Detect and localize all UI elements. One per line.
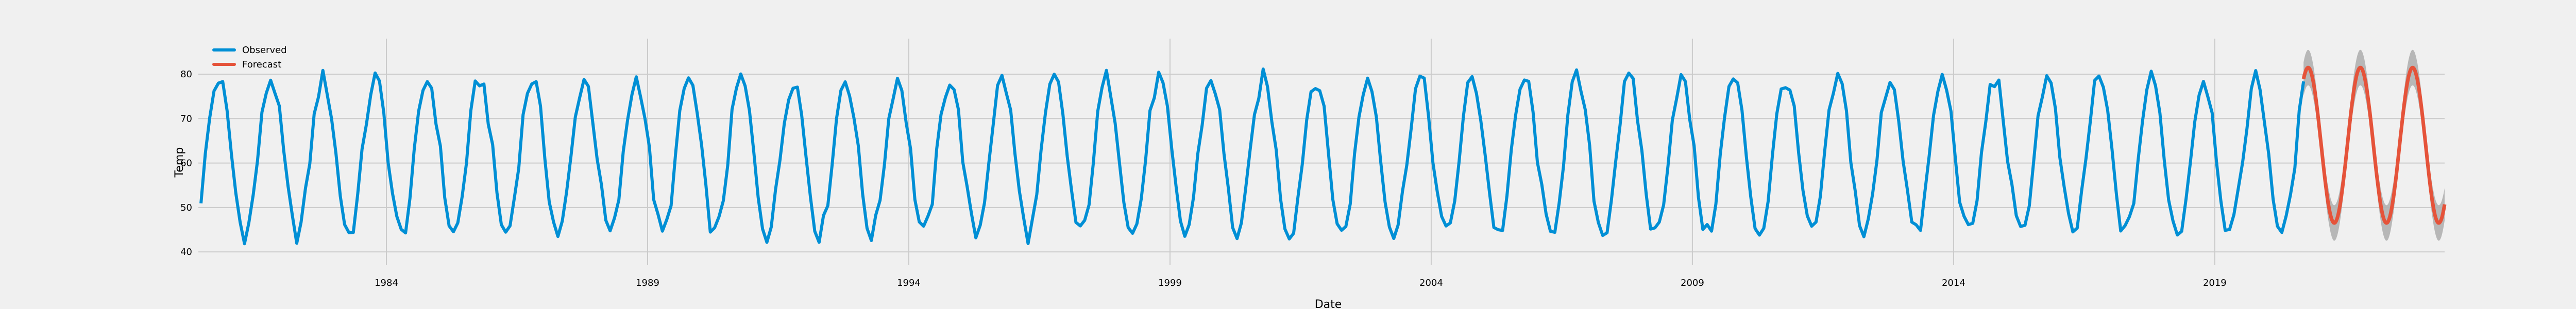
legend: Observed Forecast	[212, 45, 287, 70]
x-tick-label: 2019	[2203, 278, 2227, 288]
x-tick-label: 2014	[1942, 278, 1965, 288]
y-tick-label: 70	[180, 113, 192, 124]
y-axis-ticks: 40 50 60 70 80	[180, 69, 192, 258]
y-tick-label: 80	[180, 69, 192, 80]
y-tick-label: 60	[180, 158, 192, 169]
x-tick-label: 1994	[897, 278, 921, 288]
x-tick-label: 2009	[1681, 278, 1704, 288]
y-tick-label: 40	[180, 247, 192, 258]
x-tick-label: 1984	[375, 278, 398, 288]
x-tick-label: 2004	[1419, 278, 1443, 288]
y-tick-label: 50	[180, 202, 192, 213]
x-axis-label: Date	[1315, 298, 1342, 309]
x-tick-label: 1989	[636, 278, 659, 288]
y-axis-label: Temp	[173, 147, 186, 178]
observed-series-line	[199, 67, 2306, 246]
legend-observed-label: Observed	[242, 45, 287, 56]
series-layer	[199, 65, 2447, 246]
legend-forecast-label: Forecast	[242, 59, 281, 70]
forecast-series-line	[2301, 65, 2447, 225]
x-axis-ticks: 1984 1989 1994 1999 2004 2009 2014 2019	[375, 278, 2227, 288]
x-tick-label: 1999	[1158, 278, 1182, 288]
